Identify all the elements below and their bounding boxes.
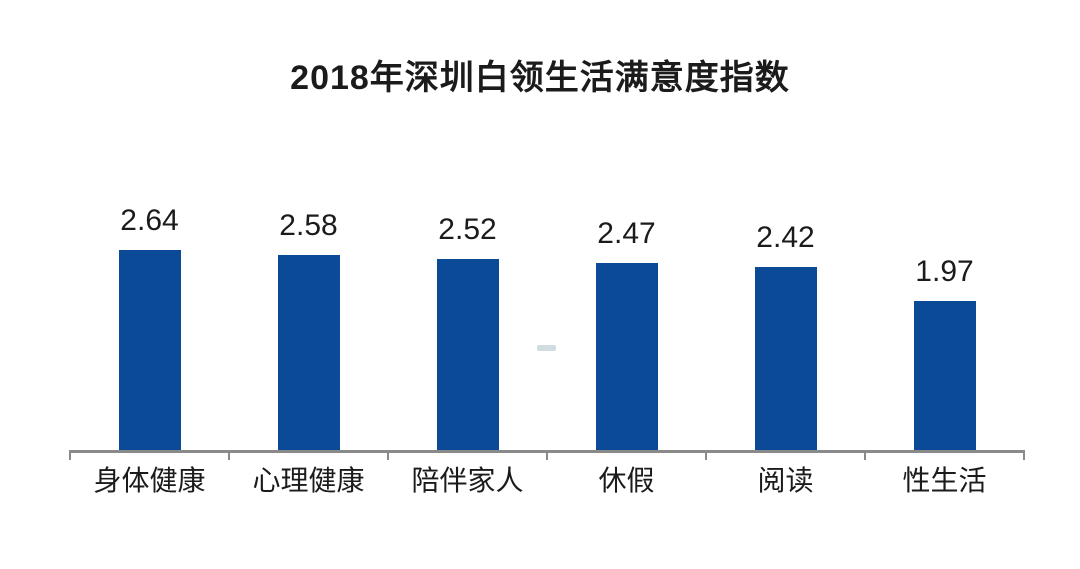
chart-title: 2018年深圳白领生活满意度指数 — [290, 59, 790, 97]
bar-2 — [436, 259, 499, 450]
x-axis-tick-2 — [387, 450, 389, 460]
x-axis-tick-5 — [864, 450, 866, 460]
bar-3 — [595, 263, 658, 450]
category-label-5: 性生活 — [902, 465, 987, 496]
value-label-2: 2.52 — [438, 213, 497, 246]
category-label-1: 心理健康 — [252, 465, 365, 496]
bar-column-3: 2.47 — [547, 0, 706, 450]
bar-column-1: 2.58 — [229, 0, 388, 450]
bar-1 — [277, 255, 340, 450]
category-label-4: 阅读 — [757, 465, 814, 496]
bar-4 — [754, 267, 817, 450]
bar-column-5: 1.97 — [865, 0, 1024, 450]
x-axis-tick-0 — [69, 450, 71, 460]
value-label-0: 2.64 — [120, 204, 179, 237]
bar-0 — [118, 250, 181, 450]
x-axis-tick-4 — [705, 450, 707, 460]
bar-column-2: 2.52 — [388, 0, 547, 450]
value-label-5: 1.97 — [915, 255, 974, 288]
bar-column-0: 2.64 — [70, 0, 229, 450]
x-axis-tick-1 — [228, 450, 230, 460]
x-axis-tick-6 — [1023, 450, 1025, 460]
bar-5 — [913, 301, 976, 450]
category-label-2: 陪伴家人 — [411, 465, 524, 496]
category-label-0: 身体健康 — [93, 465, 206, 496]
watermark-dash — [537, 345, 556, 351]
value-label-3: 2.47 — [597, 217, 656, 250]
category-label-3: 休假 — [598, 465, 655, 496]
value-label-4: 2.42 — [756, 221, 815, 254]
x-axis-tick-3 — [546, 450, 548, 460]
plot-area: 2.64 2.58 2.52 2.47 2.42 1.97 — [70, 0, 1024, 450]
bar-column-4: 2.42 — [706, 0, 865, 450]
value-label-1: 2.58 — [279, 209, 338, 242]
